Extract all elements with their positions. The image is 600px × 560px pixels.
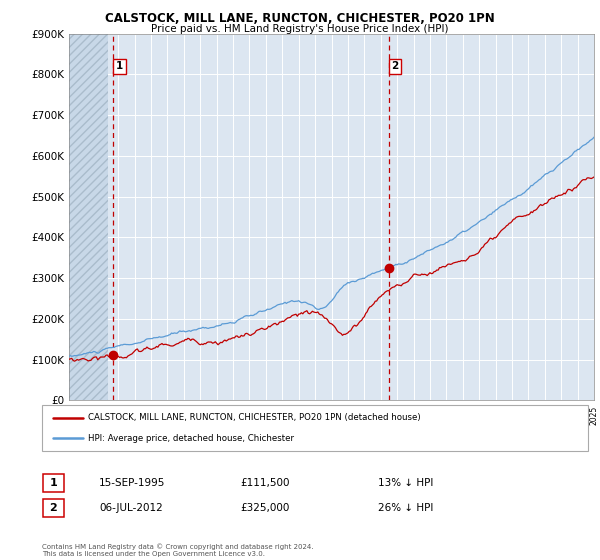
Text: £111,500: £111,500 — [240, 478, 290, 488]
FancyBboxPatch shape — [43, 474, 64, 492]
Text: 2: 2 — [50, 503, 57, 513]
Text: 06-JUL-2012: 06-JUL-2012 — [99, 503, 163, 513]
Text: Price paid vs. HM Land Registry's House Price Index (HPI): Price paid vs. HM Land Registry's House … — [151, 24, 449, 34]
Text: 1: 1 — [50, 478, 57, 488]
FancyBboxPatch shape — [43, 499, 64, 517]
Text: 1: 1 — [116, 61, 123, 71]
Text: Contains HM Land Registry data © Crown copyright and database right 2024.
This d: Contains HM Land Registry data © Crown c… — [42, 544, 314, 557]
FancyBboxPatch shape — [42, 405, 588, 451]
Text: 15-SEP-1995: 15-SEP-1995 — [99, 478, 166, 488]
Text: HPI: Average price, detached house, Chichester: HPI: Average price, detached house, Chic… — [88, 434, 295, 443]
Text: 13% ↓ HPI: 13% ↓ HPI — [378, 478, 433, 488]
Text: CALSTOCK, MILL LANE, RUNCTON, CHICHESTER, PO20 1PN (detached house): CALSTOCK, MILL LANE, RUNCTON, CHICHESTER… — [88, 413, 421, 422]
Text: CALSTOCK, MILL LANE, RUNCTON, CHICHESTER, PO20 1PN: CALSTOCK, MILL LANE, RUNCTON, CHICHESTER… — [105, 12, 495, 25]
Text: 26% ↓ HPI: 26% ↓ HPI — [378, 503, 433, 513]
Text: 2: 2 — [392, 61, 399, 71]
Text: £325,000: £325,000 — [240, 503, 289, 513]
